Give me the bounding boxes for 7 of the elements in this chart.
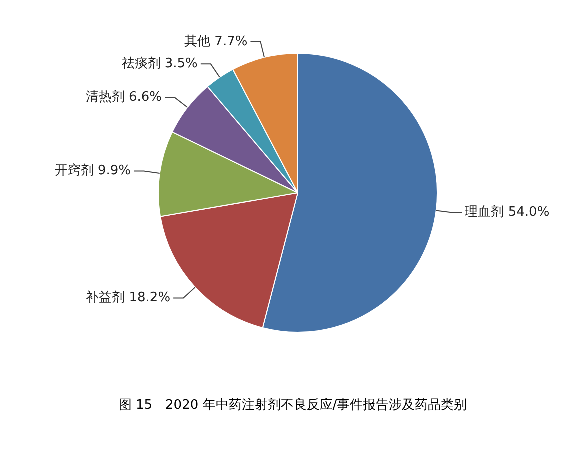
slice-label: 其他 7.7% (184, 34, 248, 50)
text: 图 15 2020 年中药注射剂不良反应/事件报告涉及药品类别 (118, 397, 468, 414)
slice-label: 清热剂 6.6% (86, 89, 162, 106)
slice-label: 理血剂 54.0% (465, 204, 550, 220)
slice-label: 祛痰剂 3.5% (122, 56, 198, 72)
slice-label: 补益剂 18.2% (86, 290, 171, 306)
slice-label: 开窍剂 9.9% (54, 162, 132, 179)
